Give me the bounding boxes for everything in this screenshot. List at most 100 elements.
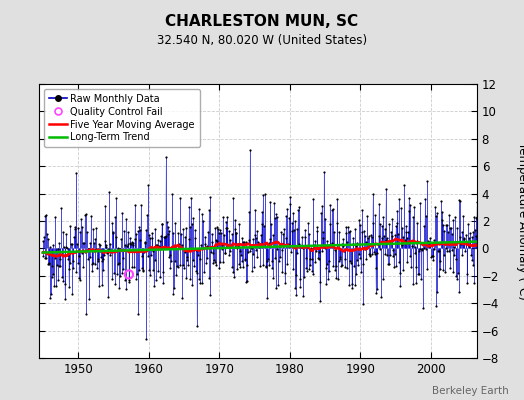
Point [185,276,194,282]
Point [340,264,348,270]
Point [442,245,451,251]
Point [290,226,298,233]
Point [79,240,87,246]
Point [215,265,223,271]
Point [63,252,72,258]
Point [258,192,267,198]
Point [402,229,410,235]
Point [195,280,204,286]
Point [79,264,88,270]
Point [155,245,163,251]
Point [344,282,353,288]
Point [95,241,103,247]
Point [296,284,304,290]
Point [241,256,249,262]
Point [277,228,285,235]
Point [80,211,89,218]
Point [326,221,335,227]
Point [55,263,63,270]
Point [418,246,426,252]
Point [429,257,438,263]
Point [449,217,457,223]
Point [464,234,473,241]
Point [473,214,482,220]
Point [199,245,208,252]
Point [409,214,417,220]
Point [205,275,213,281]
Point [245,209,254,215]
Point [395,195,403,202]
Point [439,266,447,273]
Point [222,225,231,231]
Point [104,246,113,253]
Point [207,249,215,255]
Point [333,220,341,226]
Point [363,245,371,251]
Point [137,201,145,208]
Point [385,221,393,227]
Point [40,213,49,219]
Point [224,228,233,235]
Point [75,277,84,284]
Point [457,241,465,248]
Point [113,261,122,268]
Point [159,269,168,275]
Point [66,223,74,230]
Point [180,265,188,271]
Text: CHARLESTON MUN, SC: CHARLESTON MUN, SC [166,14,358,29]
Point [343,265,351,272]
Point [118,210,126,216]
Point [448,231,456,238]
Point [427,253,435,260]
Point [270,200,278,206]
Point [232,230,240,236]
Point [133,228,141,234]
Point [188,221,196,227]
Point [269,275,278,282]
Point [171,220,179,226]
Point [86,253,94,260]
Point [219,259,227,265]
Point [275,258,283,264]
Point [417,276,425,282]
Point [39,253,48,259]
Point [440,228,449,234]
Point [168,244,176,250]
Point [58,249,66,256]
Point [405,208,413,214]
Point [208,231,216,237]
Point [303,268,311,274]
Point [192,247,201,253]
Point [148,235,156,242]
Y-axis label: Temperature Anomaly (°C): Temperature Anomaly (°C) [516,142,524,300]
Point [380,251,389,257]
Point [471,214,479,220]
Point [126,235,134,241]
Point [452,256,460,262]
Point [168,190,177,197]
Point [388,216,396,222]
Point [382,236,390,243]
Point [430,237,438,243]
Point [171,244,180,251]
Point [357,229,366,235]
Point [384,261,392,268]
Point [301,265,310,272]
Point [228,264,236,270]
Point [200,234,209,240]
Point [176,262,184,268]
Point [49,271,58,277]
Point [174,264,182,270]
Point [152,242,161,249]
Point [290,218,299,224]
Point [178,241,187,248]
Point [41,255,50,261]
Point [185,236,193,242]
Point [213,223,221,230]
Point [196,256,205,262]
Point [143,212,151,218]
Point [325,268,333,274]
Point [453,224,462,231]
Point [170,257,179,264]
Point [154,268,162,274]
